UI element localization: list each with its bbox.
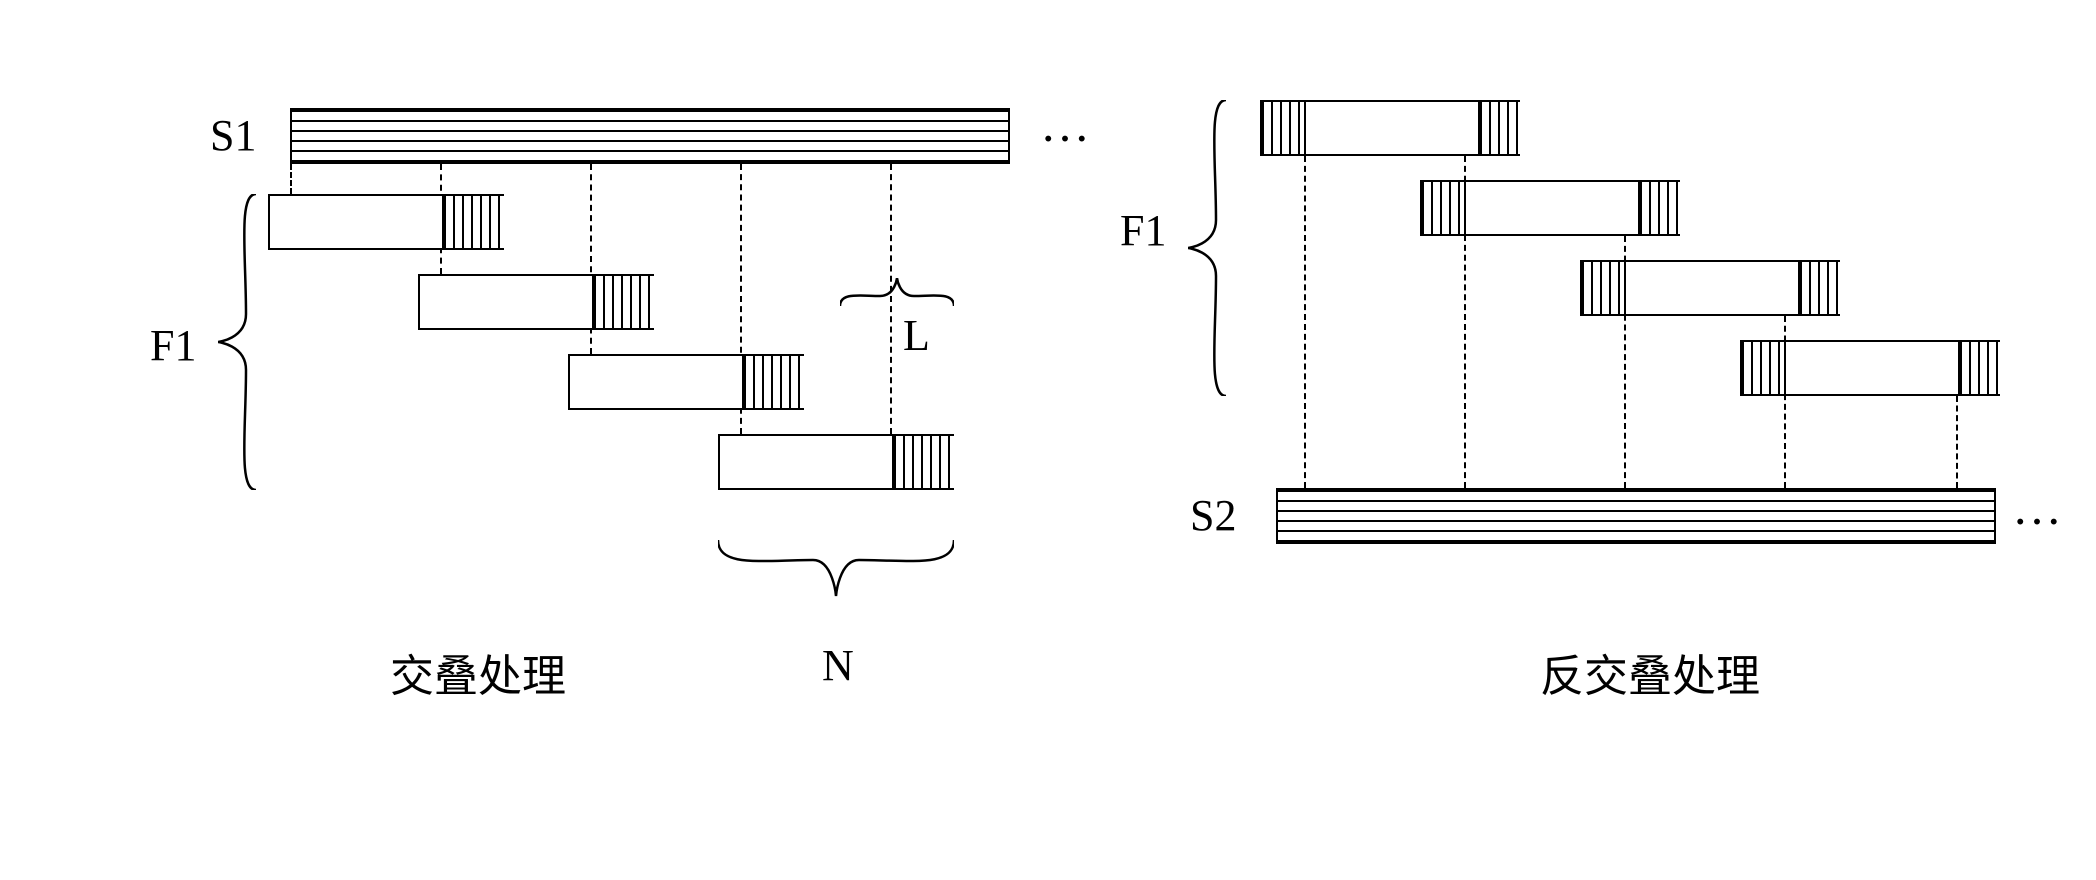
frame-right-1 — [1260, 100, 1520, 156]
frame-left-2 — [418, 274, 654, 330]
dash-line — [1464, 156, 1466, 488]
ellipsis-right: … — [2012, 478, 2068, 536]
label-s1: S1 — [210, 110, 256, 161]
frame-right-3 — [1580, 260, 1840, 316]
dash-line — [290, 164, 292, 194]
diagram-canvas: S1 F1 L N 交叠处理 … F1 S2 反交叠处理 … — [0, 0, 2096, 880]
label-s2: S2 — [1190, 490, 1236, 541]
dash-line — [1624, 236, 1626, 488]
dash-line — [1784, 316, 1786, 488]
ellipsis-left: … — [1040, 95, 1096, 153]
caption-right: 反交叠处理 — [1540, 640, 1760, 704]
frame-right-4 — [1740, 340, 2000, 396]
frame-left-3 — [568, 354, 804, 410]
brace-n — [718, 540, 954, 600]
dash-line — [1304, 156, 1306, 488]
brace-l — [840, 278, 954, 308]
label-l: L — [903, 310, 930, 361]
frame-right-2 — [1420, 180, 1680, 236]
label-n: N — [822, 640, 854, 691]
brace-f1-right — [1188, 100, 1228, 396]
frame-left-4 — [718, 434, 954, 490]
brace-f1-left — [218, 194, 258, 490]
s1-signal-bar — [290, 108, 1010, 164]
label-f1-left: F1 — [150, 320, 196, 371]
dash-line — [1956, 396, 1958, 488]
s2-signal-bar — [1276, 488, 1996, 544]
caption-left: 交叠处理 — [390, 640, 566, 704]
label-f1-right: F1 — [1120, 205, 1166, 256]
frame-left-1 — [268, 194, 504, 250]
